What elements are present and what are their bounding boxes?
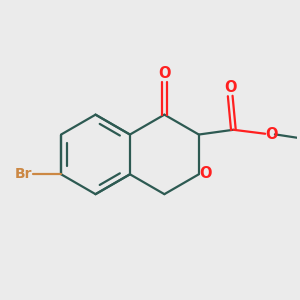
Text: O: O [266, 128, 278, 142]
Text: Br: Br [15, 167, 33, 181]
Text: O: O [224, 80, 236, 95]
Text: O: O [158, 66, 171, 81]
Text: O: O [199, 166, 211, 181]
